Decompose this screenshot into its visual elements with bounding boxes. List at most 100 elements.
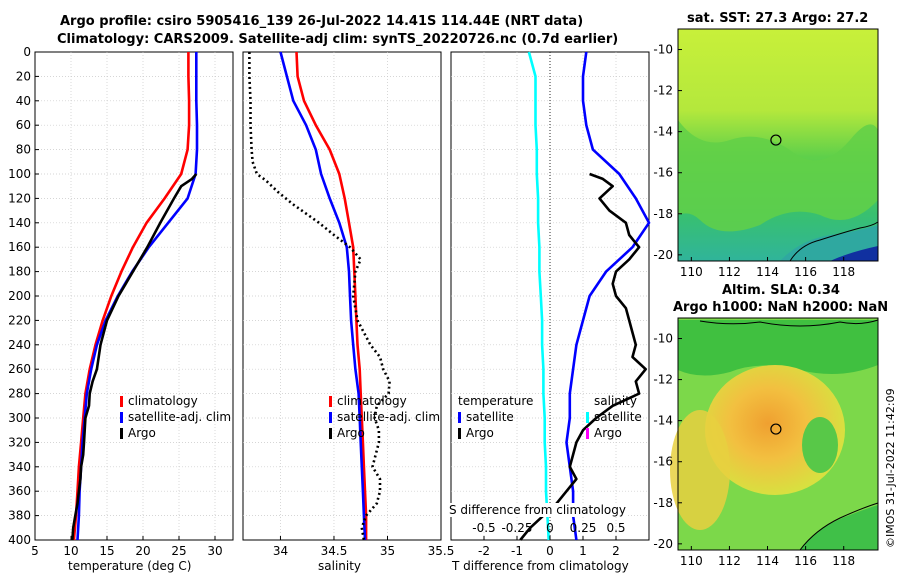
y-tick-label: 40 xyxy=(16,94,31,108)
x-tick-label: -2 xyxy=(478,544,490,558)
s-difference-axis-label: S difference from climatology xyxy=(449,503,626,517)
series-line-argo xyxy=(248,52,391,541)
x-tick-label: 25 xyxy=(171,544,186,558)
legend-swatch-satellite xyxy=(329,411,332,423)
s-difference-tick-label: 0 xyxy=(546,521,554,535)
sla-map-title-line2: Argo h1000: NaN h2000: NaN xyxy=(673,300,889,315)
sst-cool-band xyxy=(678,120,878,232)
map-y-tick-label: -18 xyxy=(653,496,673,510)
y-tick-label: 260 xyxy=(8,362,31,376)
y-tick-label: 380 xyxy=(8,509,31,523)
x-tick-label: 2 xyxy=(612,544,620,558)
legend-label-satellite: satellite-adj. clim xyxy=(337,410,441,424)
y-tick-label: 320 xyxy=(8,435,31,449)
x-tick-label: 5 xyxy=(31,544,39,558)
legend-label-argo: Argo xyxy=(337,426,365,440)
series-line-climatology xyxy=(295,51,368,540)
legend-label-satellite: satellite-adj. clim xyxy=(128,410,232,424)
legend-swatch-climatology xyxy=(120,395,123,407)
temperature-legend: climatology satellite-adj. clim Argo xyxy=(120,393,231,441)
legend-swatch-s-satellite xyxy=(586,411,589,423)
legend-label-t-argo: Argo xyxy=(466,426,494,440)
map-x-tick-label: 114 xyxy=(756,265,779,279)
sla-west-yellow xyxy=(670,410,730,530)
y-tick-label: 300 xyxy=(8,411,31,425)
sla-north-green xyxy=(678,320,878,376)
map-y-tick-label: -10 xyxy=(653,332,673,346)
legend-swatch-s-argo xyxy=(586,427,589,439)
x-tick-label: 20 xyxy=(135,544,150,558)
y-tick-label: 160 xyxy=(8,240,31,254)
legend-label-s-argo: Argo xyxy=(594,426,622,440)
sla-north-contour xyxy=(699,319,879,327)
y-tick-label: 240 xyxy=(8,338,31,352)
series-line-climatology xyxy=(72,52,191,541)
x-tick-label: 35.5 xyxy=(428,544,455,558)
legend-swatch-satellite xyxy=(120,411,123,423)
sst-argo-location-marker xyxy=(770,134,782,146)
sla-coastline xyxy=(799,502,879,551)
series-line-s-satellite xyxy=(527,51,550,541)
s-difference-tick-label: 0.5 xyxy=(606,521,625,535)
salinity-panel: 34 34.5 35 35.5 xyxy=(242,51,455,558)
main-title-line2: Climatology: CARS2009. Satellite-adj cli… xyxy=(57,32,619,47)
x-tick-label: 34 xyxy=(273,544,288,558)
y-tick-label: 100 xyxy=(8,167,31,181)
legend-heading-temperature: temperature xyxy=(458,394,534,408)
map-y-tick-label: -14 xyxy=(653,414,673,428)
main-title-line1: Argo profile: csiro 5905416_139 26-Jul-2… xyxy=(60,14,584,29)
legend-swatch-t-satellite xyxy=(458,411,461,423)
legend-swatch-argo xyxy=(329,427,332,439)
map-y-tick-label: -10 xyxy=(653,43,673,57)
map-x-tick-label: 118 xyxy=(832,554,855,568)
y-tick-label: 220 xyxy=(8,313,31,327)
map-y-tick-label: -16 xyxy=(653,166,673,180)
map-y-tick-label: -12 xyxy=(653,84,673,98)
legend-swatch-t-argo xyxy=(458,427,461,439)
map-x-tick-label: 114 xyxy=(756,554,779,568)
legend-swatch-climatology xyxy=(329,395,332,407)
x-tick-label: 35 xyxy=(380,544,395,558)
legend-label-s-satellite: satellite xyxy=(594,410,642,424)
map-x-tick-label: 116 xyxy=(794,265,817,279)
y-tick-label: 60 xyxy=(16,118,31,132)
t-difference-legend: temperature satellite Argo xyxy=(458,393,533,441)
y-tick-label: 400 xyxy=(8,533,31,547)
sla-argo-location-marker xyxy=(770,423,782,435)
sst-coastal-water xyxy=(780,225,878,261)
s-difference-tick-label: -0.5 xyxy=(472,521,495,535)
map-y-tick-label: -14 xyxy=(653,125,673,139)
series-line-satellite-adj-clim xyxy=(279,51,367,541)
map-y-tick-label: -12 xyxy=(653,373,673,387)
sst-coastline xyxy=(789,221,879,262)
sst-map-frame xyxy=(677,28,879,262)
legend-heading-salinity: salinity xyxy=(594,394,638,408)
y-tick-label: 140 xyxy=(8,216,31,230)
s-difference-legend: salinity satellite Argo xyxy=(586,393,642,441)
map-y-tick-label: -18 xyxy=(653,207,673,221)
sst-deep-blue xyxy=(830,246,878,261)
temperature-panel: 5 10 15 20 25 3002040608010012014016018020022… xyxy=(8,45,234,558)
x-tick-label: 15 xyxy=(99,544,114,558)
legend-label-argo: Argo xyxy=(128,426,156,440)
sst-map: 110 112 114 116 118 -10 -12 -14 -16 -18 -20 xyxy=(653,28,879,279)
x-tick-label: 30 xyxy=(207,544,222,558)
y-tick-label: 180 xyxy=(8,265,31,279)
sla-coastal-green xyxy=(800,505,878,550)
x-tick-label: 1 xyxy=(579,544,587,558)
series-line-argo xyxy=(71,173,198,541)
y-tick-label: 360 xyxy=(8,484,31,498)
map-x-tick-label: 118 xyxy=(832,265,855,279)
sla-map: 110 112 114 116 118 -10 -12 -14 -16 -18 -20 xyxy=(653,317,879,568)
x-tick-label: -1 xyxy=(511,544,523,558)
map-x-tick-label: 110 xyxy=(680,265,703,279)
map-x-tick-label: 112 xyxy=(718,554,741,568)
sst-map-title: sat. SST: 27.3 Argo: 27.2 xyxy=(687,11,869,26)
legend-swatch-argo xyxy=(120,427,123,439)
sla-map-title-line1: Altim. SLA: 0.34 xyxy=(722,283,840,298)
sla-map-frame xyxy=(677,317,879,551)
legend-label-climatology: climatology xyxy=(128,394,198,408)
map-x-tick-label: 116 xyxy=(794,554,817,568)
map-y-tick-label: -16 xyxy=(653,455,673,469)
